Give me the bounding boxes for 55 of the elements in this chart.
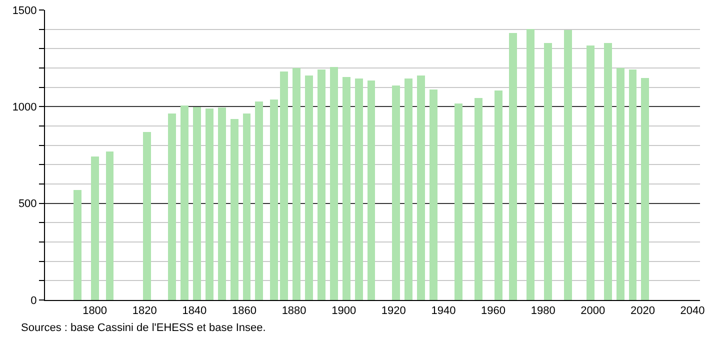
y-tick-label: 500 (18, 198, 37, 210)
bar (454, 104, 462, 300)
bar (509, 32, 518, 300)
y-tick-label: 1000 (12, 102, 37, 114)
bar (474, 98, 482, 300)
x-tick-label: 1920 (381, 305, 406, 318)
bar (230, 119, 238, 300)
bar (367, 80, 376, 300)
bar (143, 132, 152, 300)
bar (317, 70, 326, 300)
bar (292, 68, 301, 300)
x-tick-label: 1820 (132, 305, 157, 318)
x-tick-label: 1800 (82, 305, 108, 318)
bar (604, 42, 612, 300)
source-note: Sources : base Cassini de l'EHESS et base Insee. (21, 322, 266, 334)
bar (330, 67, 338, 300)
bar (586, 46, 594, 300)
bar (526, 28, 535, 300)
bar (354, 78, 363, 300)
bar (218, 107, 226, 300)
x-tick-label: 2020 (630, 305, 655, 318)
bar (544, 42, 552, 300)
bar (641, 78, 650, 300)
y-tick-label: 1500 (12, 4, 37, 17)
bar (280, 71, 288, 300)
bar (616, 68, 624, 300)
bar (255, 102, 264, 300)
bar (73, 190, 82, 300)
bar (404, 78, 413, 300)
bar (192, 107, 201, 300)
x-tick-label: 1980 (530, 305, 556, 318)
x-tick-label: 1860 (232, 305, 256, 318)
x-tick-label: 1900 (332, 305, 356, 318)
bar (106, 152, 114, 300)
bar (628, 70, 637, 300)
x-tick-label: 2000 (580, 305, 606, 318)
bar (342, 76, 350, 300)
bar (564, 30, 572, 300)
bar (90, 156, 99, 300)
bar (494, 90, 502, 300)
bar (205, 108, 214, 300)
bar (180, 106, 188, 300)
bar (242, 114, 251, 300)
bar (392, 86, 400, 300)
bar (168, 114, 176, 300)
y-tick-label: 0 (30, 294, 37, 307)
x-tick-label: 1880 (282, 305, 306, 318)
bar (305, 75, 313, 300)
bar (417, 75, 426, 300)
x-tick-label: 1940 (431, 305, 456, 318)
bar (430, 90, 438, 300)
x-tick-label: 2040 (680, 305, 705, 318)
bar (270, 100, 278, 300)
x-tick-label: 1840 (182, 305, 207, 318)
x-tick-label: 1960 (481, 305, 506, 318)
